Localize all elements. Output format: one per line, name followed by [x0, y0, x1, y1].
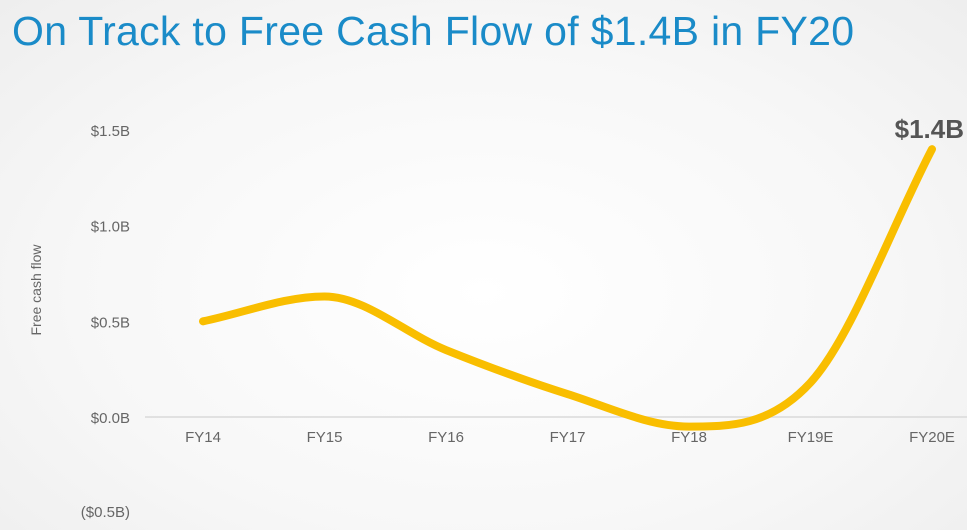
y-tick-label: $1.0B	[91, 219, 130, 236]
x-tick-label: FY15	[307, 429, 343, 446]
series-line	[199, 145, 936, 431]
x-tick-label: FY17	[550, 429, 586, 446]
y-tick-label: $0.5B	[91, 314, 130, 331]
x-tick-label: FY16	[428, 429, 464, 446]
y-axis-label: Free cash flow	[28, 244, 44, 336]
y-tick-label: $0.0B	[91, 410, 130, 427]
x-tick-label: FY20E	[909, 429, 955, 446]
y-axis-ticks: $1.5B $1.0B $0.5B $0.0B ($0.5B)	[81, 123, 130, 521]
x-axis-ticks: FY14 FY15 FY16 FY17 FY18 FY19E FY20E	[185, 429, 955, 446]
x-tick-label: FY18	[671, 429, 707, 446]
annotations: $1.4B	[895, 114, 964, 144]
x-tick-label: FY14	[185, 429, 221, 446]
x-tick-label: FY19E	[788, 429, 834, 446]
y-tick-label: $1.5B	[91, 123, 130, 140]
value-callout: $1.4B	[895, 114, 964, 144]
series-lines	[199, 145, 936, 431]
y-tick-label: ($0.5B)	[81, 504, 130, 521]
chart-title: On Track to Free Cash Flow of $1.4B in F…	[12, 8, 855, 54]
